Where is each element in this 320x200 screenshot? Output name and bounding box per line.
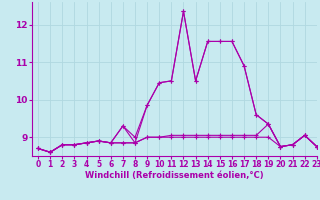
X-axis label: Windchill (Refroidissement éolien,°C): Windchill (Refroidissement éolien,°C) [85,171,264,180]
